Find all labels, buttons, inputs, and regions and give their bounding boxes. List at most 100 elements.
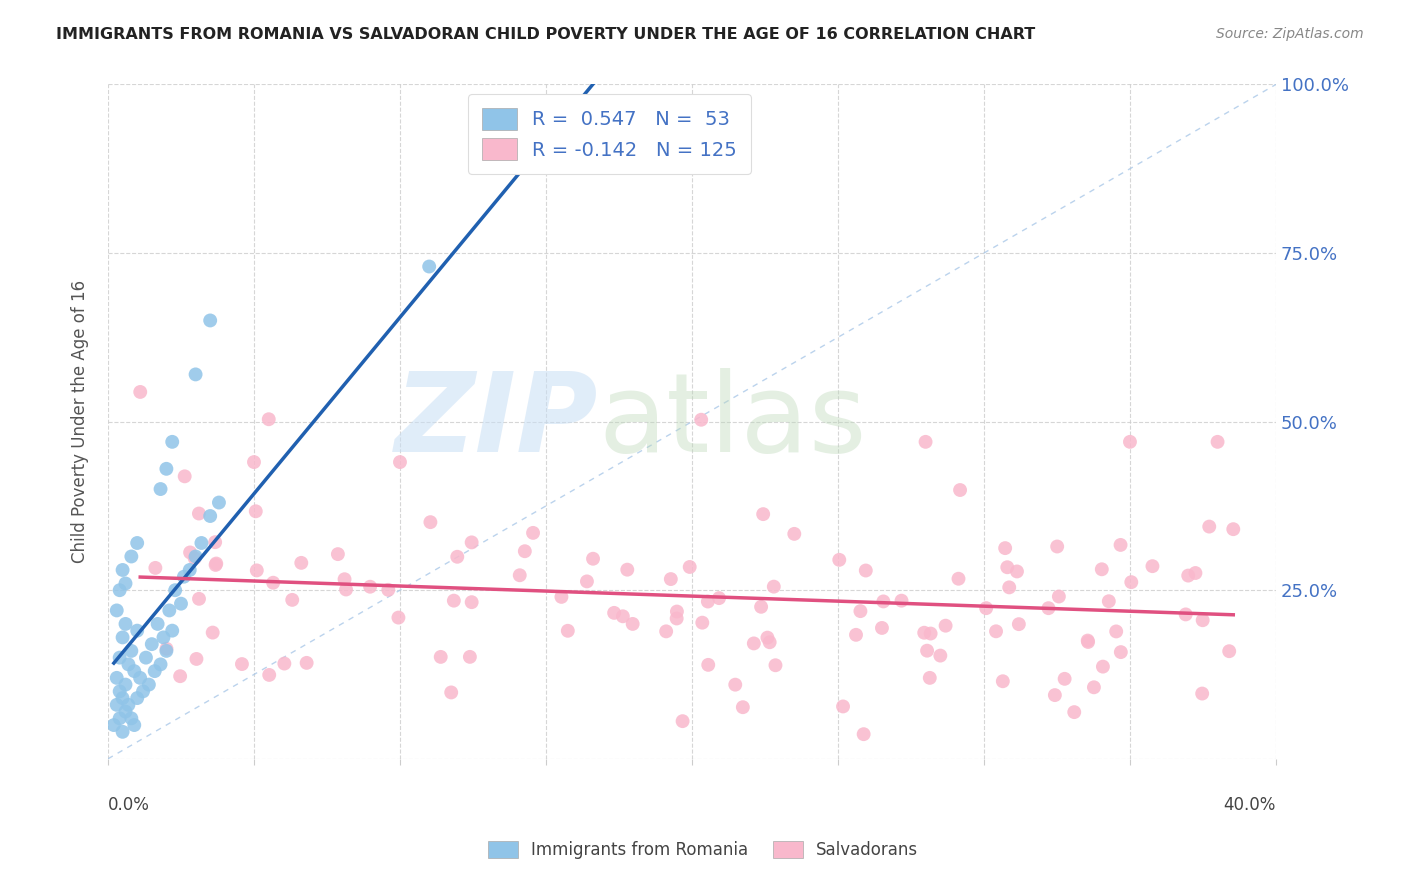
Point bbox=[170, 597, 193, 611]
Point bbox=[108, 583, 131, 598]
Point bbox=[1105, 624, 1128, 639]
Point bbox=[1091, 562, 1114, 576]
Point bbox=[1043, 688, 1066, 702]
Point bbox=[127, 624, 149, 638]
Point bbox=[612, 609, 634, 624]
Point bbox=[1109, 538, 1132, 552]
Point bbox=[149, 482, 172, 496]
Point bbox=[765, 658, 787, 673]
Point bbox=[1038, 601, 1060, 615]
Point bbox=[387, 610, 409, 624]
Point bbox=[914, 434, 936, 449]
Point bbox=[724, 678, 747, 692]
Point bbox=[429, 649, 451, 664]
Point bbox=[665, 611, 688, 625]
Point bbox=[1174, 607, 1197, 622]
Point bbox=[326, 547, 349, 561]
Point bbox=[1142, 559, 1164, 574]
Point bbox=[696, 594, 718, 608]
Point bbox=[692, 615, 714, 630]
Point bbox=[852, 727, 875, 741]
Point bbox=[205, 557, 228, 571]
Point bbox=[246, 563, 269, 577]
Point bbox=[655, 624, 678, 639]
Point bbox=[1121, 575, 1143, 590]
Point bbox=[752, 507, 775, 521]
Point bbox=[446, 549, 468, 564]
Point bbox=[915, 643, 938, 657]
Text: 0.0%: 0.0% bbox=[108, 796, 150, 814]
Point bbox=[509, 568, 531, 582]
Point bbox=[443, 593, 465, 607]
Text: Source: ZipAtlas.com: Source: ZipAtlas.com bbox=[1216, 27, 1364, 41]
Point bbox=[186, 652, 208, 666]
Point bbox=[1109, 645, 1132, 659]
Point bbox=[929, 648, 952, 663]
Point bbox=[111, 563, 134, 577]
Point bbox=[281, 593, 304, 607]
Point bbox=[201, 625, 224, 640]
Point bbox=[335, 582, 357, 597]
Point bbox=[637, 97, 659, 112]
Point bbox=[111, 691, 134, 706]
Point bbox=[1206, 434, 1229, 449]
Text: 40.0%: 40.0% bbox=[1223, 796, 1277, 814]
Point bbox=[918, 671, 941, 685]
Point bbox=[333, 572, 356, 586]
Point bbox=[103, 718, 125, 732]
Point bbox=[1083, 681, 1105, 695]
Legend: R =  0.547   N =  53, R = -0.142   N = 125: R = 0.547 N = 53, R = -0.142 N = 125 bbox=[468, 95, 751, 174]
Point bbox=[160, 624, 183, 638]
Point bbox=[132, 684, 155, 698]
Point bbox=[359, 580, 381, 594]
Legend: Immigrants from Romania, Salvadorans: Immigrants from Romania, Salvadorans bbox=[481, 834, 925, 866]
Point bbox=[1218, 644, 1240, 658]
Point bbox=[198, 508, 221, 523]
Point bbox=[621, 616, 644, 631]
Point bbox=[245, 504, 267, 518]
Point bbox=[984, 624, 1007, 639]
Point bbox=[872, 594, 894, 608]
Point bbox=[141, 637, 163, 651]
Point bbox=[120, 644, 142, 658]
Point bbox=[108, 711, 131, 725]
Point bbox=[120, 711, 142, 725]
Point bbox=[114, 677, 136, 691]
Point bbox=[1198, 519, 1220, 533]
Point bbox=[149, 657, 172, 672]
Point bbox=[659, 572, 682, 586]
Point bbox=[845, 628, 868, 642]
Point bbox=[1119, 434, 1142, 449]
Point bbox=[377, 582, 399, 597]
Point bbox=[1046, 540, 1069, 554]
Point bbox=[120, 549, 142, 564]
Point bbox=[1008, 617, 1031, 632]
Text: atlas: atlas bbox=[599, 368, 868, 475]
Point bbox=[155, 462, 177, 476]
Point bbox=[231, 657, 253, 671]
Point bbox=[165, 583, 187, 598]
Point bbox=[697, 657, 720, 672]
Point bbox=[855, 564, 877, 578]
Point bbox=[257, 412, 280, 426]
Point bbox=[974, 601, 997, 615]
Point bbox=[183, 551, 205, 566]
Point bbox=[111, 631, 134, 645]
Point bbox=[1191, 687, 1213, 701]
Point bbox=[550, 590, 572, 604]
Point bbox=[458, 649, 481, 664]
Point bbox=[1222, 522, 1244, 536]
Point bbox=[995, 560, 1018, 574]
Point bbox=[1077, 633, 1099, 648]
Point bbox=[187, 507, 209, 521]
Point bbox=[122, 664, 145, 678]
Point bbox=[208, 495, 231, 509]
Point bbox=[114, 705, 136, 719]
Point bbox=[460, 535, 482, 549]
Point bbox=[749, 599, 772, 614]
Point bbox=[828, 553, 851, 567]
Point bbox=[295, 656, 318, 670]
Point bbox=[460, 595, 482, 609]
Point bbox=[145, 561, 167, 575]
Point bbox=[188, 591, 211, 606]
